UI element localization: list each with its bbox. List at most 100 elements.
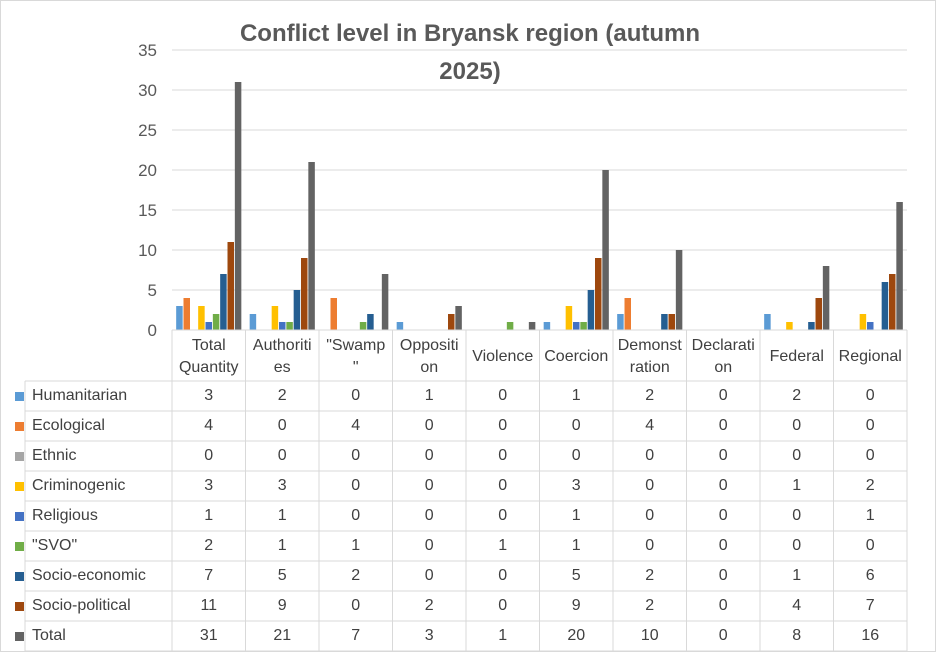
legend-swatch-religious bbox=[15, 512, 24, 521]
table-cell: 1 bbox=[498, 537, 508, 554]
table-cell: 5 bbox=[571, 567, 581, 584]
bar-humanitarian bbox=[176, 306, 183, 330]
table-cell: 9 bbox=[277, 597, 287, 614]
table-cell: 4 bbox=[645, 417, 655, 434]
table-cell: 3 bbox=[204, 387, 214, 404]
bar-religious bbox=[205, 322, 212, 330]
table-cell: 0 bbox=[718, 477, 728, 494]
bar-total bbox=[602, 170, 609, 330]
legend-label: Socio-political bbox=[32, 597, 131, 614]
bar-svo bbox=[212, 314, 220, 330]
bar-socio-economic bbox=[881, 282, 889, 330]
table-cell: 0 bbox=[351, 387, 361, 404]
table-cell: 0 bbox=[865, 417, 875, 434]
table-cell: 16 bbox=[861, 627, 880, 644]
table-cell: 0 bbox=[718, 387, 728, 404]
bar-criminogenic bbox=[859, 314, 867, 330]
table-cell: 0 bbox=[424, 477, 434, 494]
table-cell: 10 bbox=[640, 627, 659, 644]
legend-swatch-ecological bbox=[15, 422, 24, 431]
category-label: Declarati on bbox=[691, 337, 755, 376]
table-cell: 0 bbox=[498, 477, 508, 494]
table-cell: 0 bbox=[718, 537, 728, 554]
bar-total bbox=[822, 266, 830, 330]
table-cell: 5 bbox=[277, 567, 287, 584]
bar-socio-political bbox=[815, 298, 822, 330]
bar-socio-political bbox=[227, 242, 234, 330]
category-label: Oppositi on bbox=[399, 337, 459, 376]
bar-socio-economic bbox=[367, 314, 374, 330]
table-cell: 0 bbox=[424, 417, 434, 434]
table-cell: 2 bbox=[645, 597, 655, 614]
bar-svo bbox=[359, 322, 367, 330]
category-label: Coercion bbox=[544, 348, 609, 365]
table-cell: 0 bbox=[351, 597, 361, 614]
bar-criminogenic bbox=[271, 306, 279, 330]
legend-swatch-total bbox=[15, 632, 24, 641]
table-cell: 1 bbox=[204, 507, 214, 524]
table-cell: 0 bbox=[865, 387, 875, 404]
table-cell: 9 bbox=[571, 597, 581, 614]
table-cell: 2 bbox=[351, 567, 361, 584]
category-label: Federal bbox=[769, 348, 824, 365]
table-cell: 0 bbox=[718, 627, 728, 644]
category-label: Total Quantity bbox=[178, 337, 239, 376]
bar-total bbox=[896, 202, 903, 330]
table-cell: 2 bbox=[645, 387, 655, 404]
table-cell: 31 bbox=[199, 627, 218, 644]
table-cell: 4 bbox=[351, 417, 361, 434]
table-cell: 2 bbox=[792, 387, 802, 404]
table-cell: 0 bbox=[571, 447, 581, 464]
bar-socio-economic bbox=[587, 290, 595, 330]
bar-total bbox=[675, 250, 683, 330]
table-cell: 0 bbox=[792, 537, 802, 554]
table-cell: 11 bbox=[200, 597, 218, 614]
bar-socio-economic bbox=[808, 322, 815, 330]
bar-criminogenic bbox=[786, 322, 793, 330]
table-cell: 0 bbox=[792, 507, 802, 524]
table-cell: 0 bbox=[792, 417, 802, 434]
table-cell: 0 bbox=[498, 417, 508, 434]
table-cell: 1 bbox=[792, 477, 802, 494]
legend-label: "SVO" bbox=[32, 537, 78, 554]
y-tick-label: 35 bbox=[138, 41, 157, 60]
bar-ecological bbox=[624, 298, 631, 330]
category-label: Regional bbox=[838, 348, 902, 365]
table-cell: 7 bbox=[865, 597, 875, 614]
table-cell: 20 bbox=[567, 627, 586, 644]
y-tick-label: 30 bbox=[138, 81, 157, 100]
bar-socio-political bbox=[595, 258, 602, 330]
bar-humanitarian bbox=[764, 314, 771, 330]
bar-humanitarian bbox=[617, 314, 624, 330]
legend-swatch-socio-political bbox=[15, 602, 24, 611]
legend-label: Religious bbox=[32, 507, 98, 524]
table-cell: 4 bbox=[792, 597, 802, 614]
y-tick-label: 20 bbox=[138, 161, 157, 180]
table-cell: 8 bbox=[792, 627, 802, 644]
bar-socio-economic bbox=[220, 274, 227, 330]
y-tick-label: 25 bbox=[138, 121, 157, 140]
table-cell: 2 bbox=[424, 597, 434, 614]
bar-total bbox=[381, 274, 389, 330]
bar-ecological bbox=[330, 298, 337, 330]
category-label: Violence bbox=[472, 348, 534, 365]
table-cell: 0 bbox=[718, 597, 728, 614]
table-cell: 1 bbox=[277, 537, 287, 554]
table-cell: 0 bbox=[498, 567, 508, 584]
table-cell: 0 bbox=[645, 477, 655, 494]
category-label: Demonst ration bbox=[617, 337, 682, 376]
category-label: "Swamp " bbox=[326, 337, 386, 376]
table-cell: 21 bbox=[273, 627, 292, 644]
bar-humanitarian bbox=[396, 322, 404, 330]
bar-religious bbox=[573, 322, 580, 330]
bar-humanitarian bbox=[543, 322, 551, 330]
legend-label: Ecological bbox=[32, 417, 105, 434]
table-cell: 3 bbox=[277, 477, 287, 494]
category-label: Authoriti es bbox=[252, 337, 312, 376]
bar-socio-economic bbox=[661, 314, 668, 330]
legend-label: Socio-economic bbox=[32, 567, 146, 584]
bar-socio-political bbox=[301, 258, 308, 330]
bar-svo bbox=[506, 322, 514, 330]
legend-swatch-ethnic bbox=[15, 452, 24, 461]
table-cell: 2 bbox=[645, 567, 655, 584]
